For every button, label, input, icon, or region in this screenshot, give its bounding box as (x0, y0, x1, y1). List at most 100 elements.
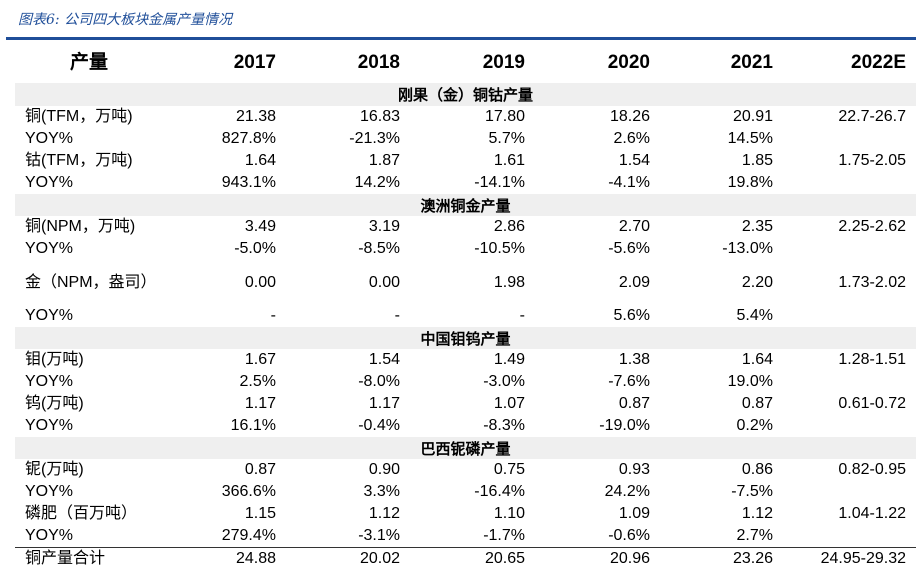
cell-value: 0.61-0.72 (838, 395, 906, 412)
cell-value: 5.7% (488, 130, 525, 147)
cell-value: -14.1% (474, 174, 525, 191)
cell-value: 1.54 (618, 152, 650, 169)
cell-value: 1.38 (618, 351, 650, 368)
cell-value: 20.96 (609, 550, 650, 567)
cell-value: 1.73-2.02 (838, 273, 906, 291)
header-year: 2019 (482, 51, 525, 73)
section-title: 中国钼钨产量 (420, 330, 511, 348)
cell-value: 827.8% (221, 130, 276, 147)
cell-value: -21.3% (349, 130, 400, 147)
table-row: 铜(NPM，万吨) 3.49 3.19 2.86 2.70 2.35 2.25-2.62 (15, 216, 916, 238)
cell-value: 0.00 (244, 273, 276, 291)
row-label: 钼(万吨) (25, 351, 84, 368)
cell-value: 0.87 (244, 461, 276, 478)
cell-value: 1.61 (493, 152, 525, 169)
cell-value: 0.00 (368, 273, 400, 291)
cell-value (796, 172, 906, 194)
cell-value: 3.3% (363, 483, 400, 500)
cell-value: 20.91 (732, 108, 773, 125)
figure-title: 图表6: 公司四大板块金属产量情况 (18, 12, 233, 28)
cell-value: 0.75 (493, 461, 525, 478)
cell-value: -8.5% (358, 240, 400, 257)
section-title: 巴西铌磷产量 (420, 440, 511, 458)
cell-value (796, 238, 906, 260)
cell-value: - (270, 307, 276, 324)
cell-value: 1.28-1.51 (838, 351, 906, 368)
total-row: 铜产量合计 24.88 20.02 20.65 20.96 23.26 24.95-29.3… (15, 547, 916, 570)
cell-value: 14.2% (354, 174, 400, 191)
cell-value (796, 128, 906, 150)
title-divider (6, 37, 916, 40)
cell-value: 0.2% (736, 417, 773, 434)
row-label: 金（NPM，盎司） (25, 273, 157, 291)
cell-value: 1.85 (741, 152, 773, 169)
table-row: 铜(TFM，万吨) 21.38 16.83 17.80 18.26 20.91 22.7-2… (15, 106, 916, 128)
table-row: 钼(万吨) 1.67 1.54 1.49 1.38 1.64 1.28-1.51 (15, 349, 916, 371)
table-row: 铌(万吨) 0.87 0.90 0.75 0.93 0.86 0.82-0.95 (15, 459, 916, 481)
cell-value: 23.26 (732, 550, 773, 567)
cell-value: 1.67 (244, 351, 276, 368)
row-label: 钨(万吨) (25, 395, 84, 412)
header-year: 2018 (357, 51, 400, 73)
cell-value: 1.64 (244, 152, 276, 169)
cell-value: 2.35 (741, 218, 773, 235)
row-label: 铜(TFM，万吨) (25, 108, 133, 125)
table-row: 磷肥（百万吨） 1.15 1.12 1.10 1.09 1.12 1.04-1.22 (15, 503, 916, 525)
cell-value: -19.0% (599, 417, 650, 434)
section-header-row: 澳洲铜金产量 (15, 194, 916, 216)
cell-value: -5.0% (234, 240, 276, 257)
cell-value: 0.87 (741, 395, 773, 412)
section-title: 澳洲铜金产量 (420, 197, 511, 215)
cell-value: 1.07 (493, 395, 525, 412)
cell-value: 20.65 (484, 550, 525, 567)
cell-value: 1.75-2.05 (838, 152, 906, 169)
cell-value: 943.1% (221, 174, 276, 191)
cell-value: - (394, 307, 400, 324)
cell-value: 0.93 (618, 461, 650, 478)
cell-value: 1.09 (618, 505, 650, 522)
cell-value: 1.10 (493, 505, 525, 522)
cell-value: 2.6% (613, 130, 650, 147)
cell-value: 19.8% (727, 174, 773, 191)
cell-value: -8.0% (358, 373, 400, 390)
table-row: YOY% -5.0% -8.5% -10.5% -5.6% -13.0% (15, 238, 916, 260)
cell-value: -10.5% (474, 240, 525, 257)
table-row: 钴(TFM，万吨) 1.64 1.87 1.61 1.54 1.85 1.75-2.05 (15, 150, 916, 172)
cell-value: -8.3% (483, 417, 525, 434)
cell-value: 18.26 (609, 108, 650, 125)
section-header-row: 刚果（金）铜钴产量 (15, 83, 916, 106)
cell-value: 2.70 (618, 218, 650, 235)
header-label: 产量 (70, 51, 109, 73)
table-row: YOY% 279.4% -3.1% -1.7% -0.6% 2.7% (15, 525, 916, 547)
cell-value: 1.12 (368, 505, 400, 522)
cell-value: 1.15 (244, 505, 276, 522)
cell-value: 5.6% (613, 307, 650, 324)
table-row: YOY% 2.5% -8.0% -3.0% -7.6% 19.0% (15, 371, 916, 393)
cell-value: 2.86 (493, 218, 525, 235)
cell-value: -0.6% (608, 527, 650, 544)
cell-value: -1.7% (483, 527, 525, 544)
cell-value: 3.49 (244, 218, 276, 235)
table-row: YOY% - - - 5.6% 5.4% (15, 305, 916, 327)
cell-value: 1.12 (741, 505, 773, 522)
cell-value: 16.1% (230, 417, 276, 434)
cell-value: 0.82-0.95 (838, 461, 906, 478)
cell-value: 2.5% (239, 373, 276, 390)
cell-value: 5.4% (736, 307, 773, 324)
cell-value: 366.6% (221, 483, 276, 500)
cell-value: -7.5% (731, 483, 773, 500)
cell-value: 24.95-29.32 (820, 550, 906, 567)
cell-value: 20.02 (359, 550, 400, 567)
cell-value: -3.1% (358, 527, 400, 544)
cell-value: 0.86 (741, 461, 773, 478)
row-label: YOY% (25, 417, 74, 434)
cell-value: 0.90 (368, 461, 400, 478)
cell-value (796, 525, 906, 547)
cell-value: 16.83 (359, 108, 400, 125)
cell-value: -0.4% (358, 417, 400, 434)
table-row: YOY% 366.6% 3.3% -16.4% 24.2% -7.5% (15, 481, 916, 503)
cell-value: 22.7-26.7 (838, 108, 906, 125)
cell-value: 21.38 (235, 108, 276, 125)
cell-value: 1.98 (493, 273, 525, 291)
cell-value: -5.6% (608, 240, 650, 257)
